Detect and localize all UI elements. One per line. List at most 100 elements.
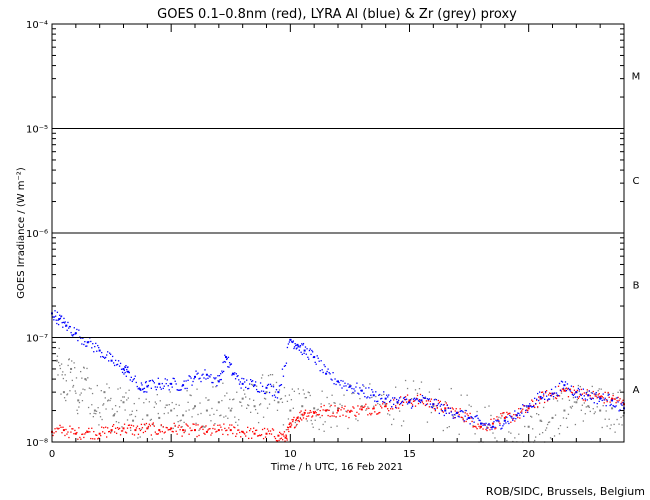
trace-dot [540,397,543,400]
trace-dot [167,412,169,414]
trace-dot [184,387,186,390]
data-point [303,349,306,352]
trace-dot [328,409,330,411]
data-point [575,401,578,404]
trace-dot [332,411,334,413]
trace-dot [72,335,74,337]
trace-dot [552,396,555,398]
data-point [122,367,125,370]
trace-dot [244,393,246,395]
trace-dot [578,390,581,393]
trace-dot [55,319,57,321]
trace-dot [176,414,178,417]
trace-dot [297,346,299,348]
trace-dot [69,371,72,373]
trace-dot [583,392,585,394]
trace-dot [233,398,235,400]
trace-dot [484,423,486,426]
trace-dot [484,406,486,409]
trace-dot [498,421,500,423]
trace-dot [136,385,138,388]
trace-dot [195,422,197,425]
data-point [348,385,351,388]
trace-dot [268,433,271,435]
flare-class-b: B [633,281,640,292]
trace-dot [472,417,474,420]
trace-dot [378,412,380,414]
trace-dot [187,425,189,427]
trace-dot [302,389,304,391]
data-point [527,407,530,410]
trace-dot [298,419,300,422]
trace-dot [510,432,512,434]
trace-dot [608,418,610,420]
trace-dot [262,390,265,392]
trace-dot [343,394,345,396]
trace-dot [508,412,510,415]
trace-dot [364,395,366,398]
trace-dot [120,368,123,370]
trace-dot [396,402,399,405]
trace-dot [181,435,183,437]
trace-dot [580,394,582,396]
trace-dot [450,411,452,413]
trace-dot [220,426,222,428]
trace-dot [207,377,209,379]
trace-dot [295,418,297,421]
trace-dot [71,428,73,430]
trace-dot [590,391,592,394]
trace-dot [78,427,80,429]
trace-dot [284,395,287,397]
trace-dot [256,390,259,393]
trace-dot [399,396,402,398]
trace-dot [372,408,374,410]
trace-dot [450,387,452,390]
data-point [396,401,399,404]
trace-dot [618,399,620,402]
trace-dot [156,394,158,396]
trace-dot [125,364,127,367]
trace-dot [442,429,444,432]
trace-dot [542,393,545,395]
trace-dot [197,372,199,374]
trace-dot [511,415,513,418]
trace-dot [428,398,431,400]
trace-dot [129,414,131,416]
trace-dot [512,418,514,420]
trace-dot [302,417,305,419]
trace-dot [323,430,325,432]
trace-dot [240,436,242,438]
trace-dot [415,398,418,400]
trace-dot [565,389,568,392]
trace-dot [297,416,299,418]
trace-dot [389,414,391,416]
trace-dot [413,397,416,399]
trace-dot [148,380,151,382]
trace-dot [600,388,602,390]
trace-dot [557,427,560,430]
trace-dot [112,415,114,417]
trace-dot [451,414,453,416]
trace-dot [260,434,263,436]
trace-dot [526,406,528,408]
trace-dot [360,406,362,408]
trace-dot [298,349,300,351]
trace-dot [354,390,356,392]
trace-dot [77,412,79,415]
trace-dot [606,400,608,403]
data-point [575,391,578,394]
trace-dot [573,389,576,391]
trace-dot [187,401,189,404]
trace-dot [301,419,303,421]
trace-dot [202,425,204,427]
trace-dot [401,404,404,406]
data-point [503,416,506,419]
trace-dot [592,408,594,410]
trace-dot [419,393,422,396]
trace-dot [118,421,120,424]
trace-dot [104,357,106,359]
trace-dot [185,410,187,412]
data-point [265,432,268,435]
trace-dot [324,409,326,411]
trace-dot [603,399,605,401]
